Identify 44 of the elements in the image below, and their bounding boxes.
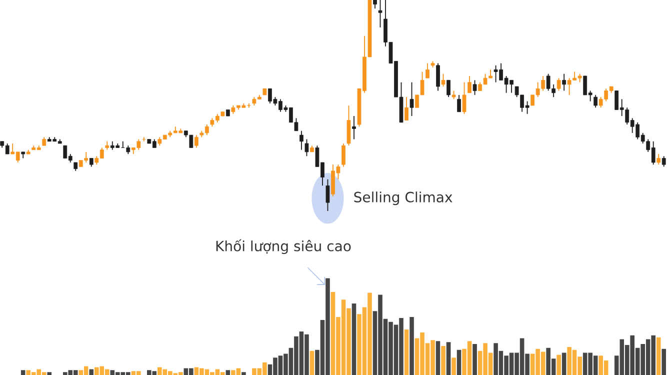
candlestick: [562, 73, 566, 92]
bar: [89, 369, 94, 375]
candlestick: [472, 80, 477, 96]
bar: [656, 337, 661, 375]
bar: [352, 303, 356, 375]
candlestick: [410, 82, 414, 117]
bar: [404, 330, 409, 375]
candlestick: [326, 178, 330, 212]
candlestick: [446, 80, 450, 98]
candlestick: [594, 94, 598, 108]
candlestick: [556, 78, 561, 92]
candlestick: [457, 94, 461, 112]
bar: [472, 344, 477, 375]
bar: [20, 370, 26, 375]
bar: [242, 372, 246, 375]
bar: [662, 348, 666, 375]
bar: [47, 372, 52, 375]
candlestick: [436, 62, 440, 92]
candlestick: [194, 134, 198, 148]
bar: [410, 316, 414, 375]
bar: [556, 354, 561, 375]
bar: [562, 352, 566, 375]
text: Khối lượng siêu cao: [216, 239, 351, 254]
candlestick: [346, 105, 351, 146]
candlestick: [468, 75, 472, 94]
candlestick: [300, 130, 304, 150]
candlestick: [304, 138, 309, 157]
candlestick: [662, 156, 666, 168]
candlestick: [352, 116, 356, 140]
candlestick: [426, 62, 430, 79]
bar: [226, 370, 230, 375]
candlestick: [378, 0, 382, 28]
bar: [441, 346, 446, 375]
candlestick: [441, 73, 446, 87]
bar: [452, 358, 456, 375]
candlestick: [656, 154, 661, 166]
bar: [456, 350, 462, 375]
annotation: Selling Climax: [354, 192, 452, 206]
bar: [310, 350, 314, 375]
candlestick: [342, 143, 346, 168]
candlestick: [404, 96, 408, 121]
bar: [446, 342, 451, 375]
candlestick: [462, 82, 466, 114]
bar: [436, 341, 440, 375]
